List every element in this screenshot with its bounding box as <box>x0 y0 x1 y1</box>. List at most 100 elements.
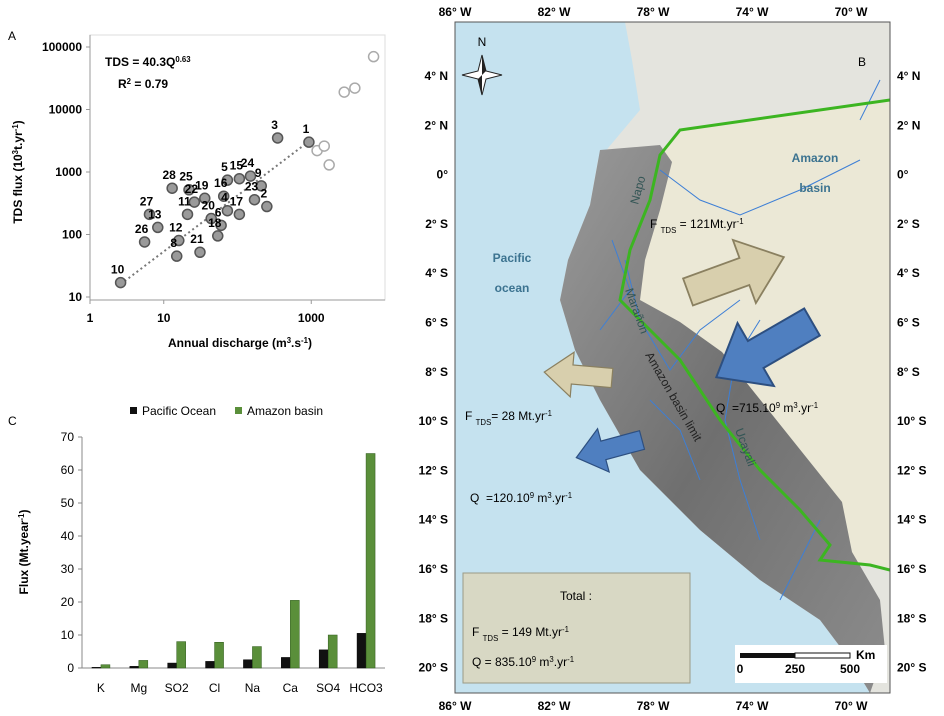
text-part: -1 <box>811 401 818 410</box>
scale-label: 0 <box>737 662 744 676</box>
point-label: 2 <box>261 187 268 201</box>
point <box>140 237 150 247</box>
text-part: t.yr <box>11 131 25 150</box>
x-tick-label: 10 <box>157 311 171 325</box>
y-tick-label: 0 <box>67 661 74 675</box>
x-tick-label: SO2 <box>165 681 189 695</box>
lon-label: 78° W <box>637 5 670 19</box>
legend-label: Amazon basin <box>247 404 323 418</box>
bar <box>366 454 375 669</box>
point-label: 11 <box>178 194 191 208</box>
text-part: ) <box>308 336 312 350</box>
text-part: F <box>472 625 483 639</box>
point-label: 5 <box>221 160 228 174</box>
lat-label: 8° S <box>425 365 448 379</box>
lon-label: 74° W <box>736 699 769 713</box>
y-tick-label: 30 <box>61 562 75 576</box>
y-tick-label: 60 <box>61 463 75 477</box>
point-label: 1 <box>303 122 310 136</box>
lat-label: 2° N <box>897 118 920 132</box>
scale-unit: Km <box>856 648 875 662</box>
point-label: 26 <box>135 222 149 236</box>
point-label: 10 <box>111 263 125 277</box>
lat-label: 12° S <box>897 463 926 477</box>
text-part: TDS <box>661 226 677 235</box>
compass-label: N <box>478 35 487 49</box>
lon-label: 74° W <box>736 5 769 19</box>
lon-label: 70° W <box>835 5 868 19</box>
lat-label: 2° S <box>425 217 448 231</box>
point-label: 20 <box>202 199 216 213</box>
bar <box>92 667 101 668</box>
point-label: 23 <box>245 180 259 194</box>
bar <box>252 647 261 668</box>
scale-bar <box>795 653 850 658</box>
region-label: basin <box>799 181 830 195</box>
discharge-label: Q =120.109 m3.yr-1 <box>470 491 572 506</box>
point <box>319 141 329 151</box>
point-label: 9 <box>255 166 262 180</box>
y-tick-label: 10 <box>61 628 75 642</box>
bar <box>139 660 148 668</box>
text-part: ) <box>17 510 31 514</box>
text-part: R <box>118 77 127 91</box>
point <box>222 206 232 216</box>
lon-label: 82° W <box>538 5 571 19</box>
point <box>167 183 177 193</box>
text-part: .s <box>291 336 301 350</box>
point-label: 4 <box>221 191 228 205</box>
lat-label: 20° S <box>897 661 926 675</box>
lat-label: 6° S <box>897 316 920 330</box>
scale-label: 250 <box>785 662 805 676</box>
text-part: = 149 Mt.yr <box>498 625 562 639</box>
scale-bar <box>740 653 795 658</box>
point <box>234 174 244 184</box>
text-part: = 121Mt.yr <box>676 217 736 231</box>
equation: TDS = 40.3Q0.63 <box>105 55 191 70</box>
total-title: Total : <box>560 589 592 603</box>
lat-label: 6° S <box>425 316 448 330</box>
point-label: 8 <box>170 236 177 250</box>
lon-label: 86° W <box>439 699 472 713</box>
text-part: 0.63 <box>175 55 191 64</box>
text-part: m <box>534 491 547 505</box>
point <box>172 251 182 261</box>
point <box>213 231 223 241</box>
text-part: ) <box>11 120 25 124</box>
lat-label: 4° S <box>425 266 448 280</box>
y-tick-label: 10 <box>69 290 83 304</box>
text-part: F <box>465 409 476 423</box>
region-label: ocean <box>495 281 530 295</box>
y-tick-label: 1000 <box>55 165 82 179</box>
legend-swatch <box>235 407 242 414</box>
lon-label: 78° W <box>637 699 670 713</box>
point <box>153 222 163 232</box>
y-axis-label: Flux (Mt.year-1) <box>17 510 32 595</box>
point-label: 24 <box>241 156 255 170</box>
point <box>304 137 314 147</box>
point-label: 21 <box>190 232 204 246</box>
y-tick-label: 70 <box>61 430 75 444</box>
discharge-label: Q =715.109 m3.yr-1 <box>716 401 818 416</box>
bar <box>206 661 215 668</box>
point-label: 17 <box>230 194 244 208</box>
x-tick-label: Na <box>245 681 261 695</box>
text-part: = 0.79 <box>131 77 168 91</box>
y-axis-label: TDS flux (103t.yr-1) <box>11 120 26 223</box>
lat-label: 0° <box>897 168 909 182</box>
bar <box>328 635 337 668</box>
y-tick-label: 40 <box>61 529 75 543</box>
text-part: Q =120.10 <box>470 491 530 505</box>
text-part: .yr <box>798 401 811 415</box>
text-part: -1 <box>545 409 552 418</box>
panel-label: A <box>8 29 16 43</box>
point-label: 12 <box>169 221 183 235</box>
x-tick-label: Ca <box>283 681 299 695</box>
text-part: = 28 Mt.yr <box>491 409 545 423</box>
lat-label: 2° S <box>897 217 920 231</box>
point-label: 18 <box>208 216 222 230</box>
lat-label: 10° S <box>897 414 926 428</box>
legend-swatch <box>130 407 137 414</box>
lat-label: 10° S <box>419 414 448 428</box>
lat-label: 4° N <box>897 69 920 83</box>
